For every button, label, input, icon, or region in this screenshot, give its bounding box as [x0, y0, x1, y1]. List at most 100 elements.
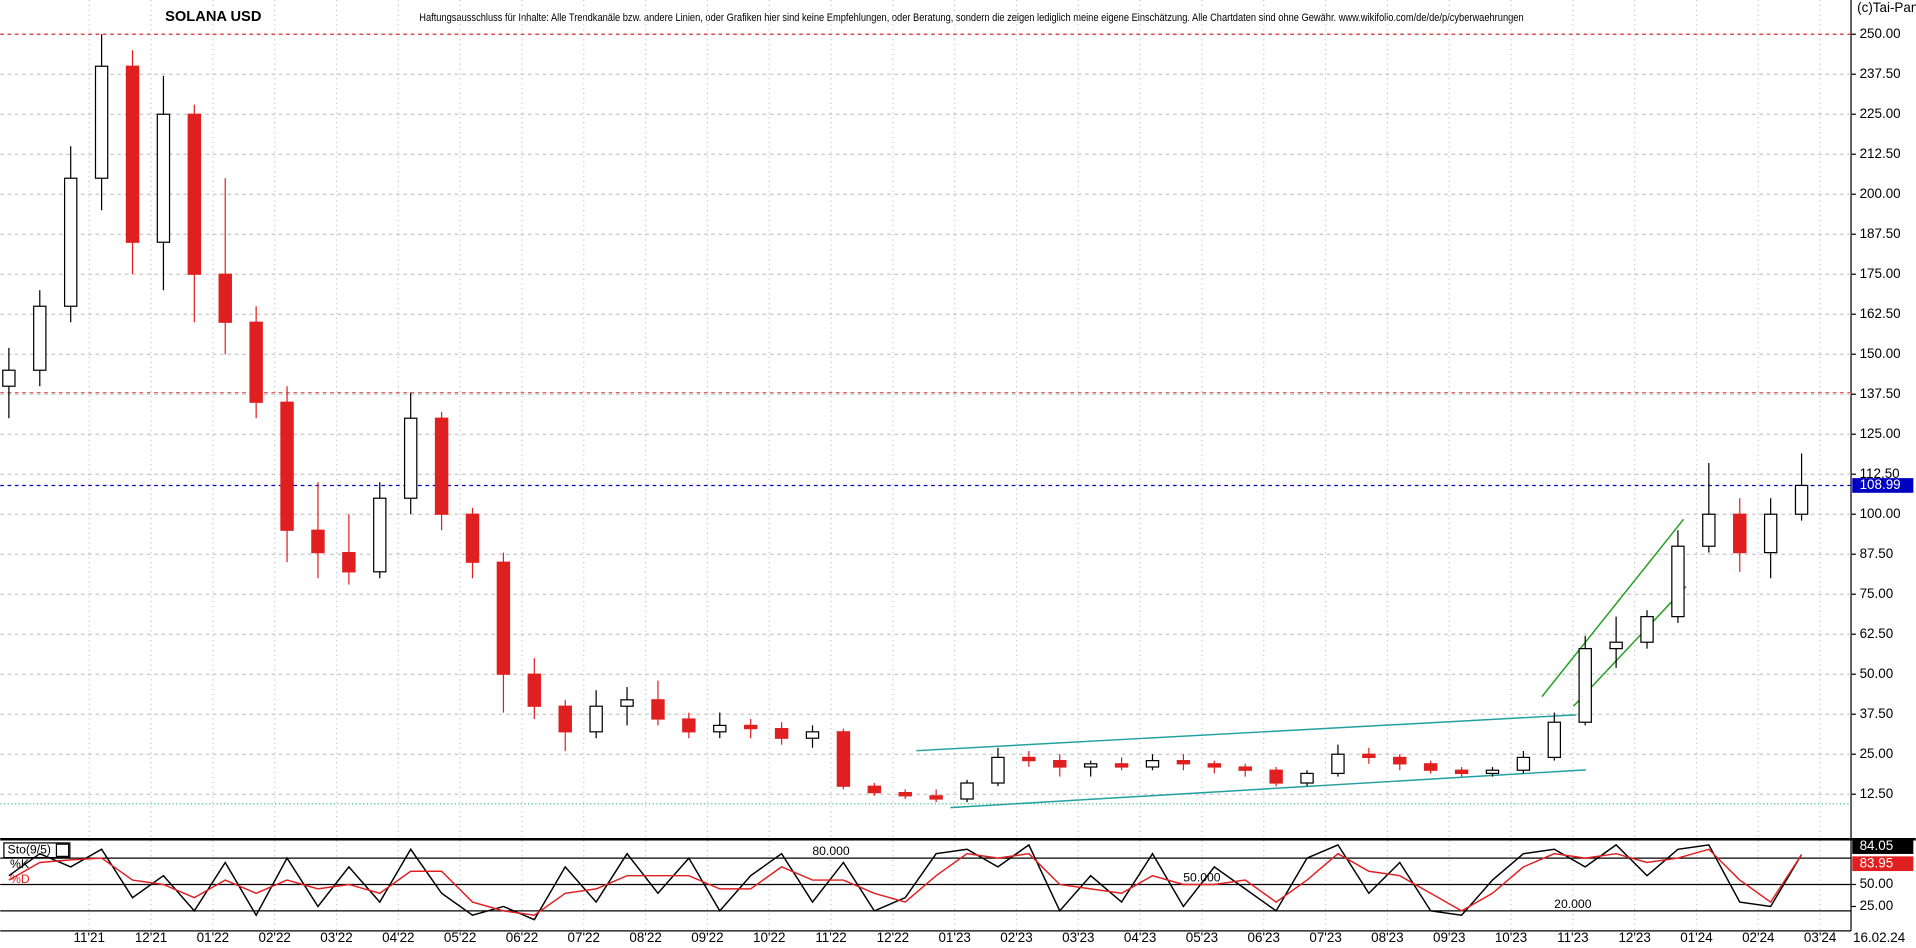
- x-tick-label: 01'23: [938, 930, 970, 945]
- candle-body: [403, 417, 418, 499]
- candle-body: [1145, 760, 1160, 768]
- candle-body: [589, 705, 603, 733]
- x-tick-label: 02'22: [258, 930, 290, 945]
- candle-body: [1207, 763, 1222, 768]
- y-tick-label: 200.00: [1860, 186, 1901, 201]
- candle-body: [1083, 763, 1098, 768]
- level-label: 80.000: [812, 844, 850, 858]
- x-tick-label: 04'23: [1124, 930, 1156, 945]
- x-tick-label: 02'24: [1742, 930, 1775, 945]
- candle-body: [1114, 763, 1129, 768]
- candle-body: [1362, 753, 1376, 759]
- indicator-line: [8, 848, 1803, 917]
- candle-body: [1702, 513, 1716, 547]
- y-tick-label: 62.50: [1860, 626, 1894, 641]
- chart-title: SOLANA USD: [165, 9, 261, 25]
- trendline: [1541, 518, 1685, 698]
- candle-body: [311, 529, 325, 554]
- candle-body: [63, 177, 78, 307]
- candle-body: [1300, 772, 1314, 784]
- value-marker: [1852, 839, 1914, 854]
- y-tick-label: 25.00: [1860, 746, 1894, 761]
- candle-body: [682, 718, 696, 733]
- candle-body: [1609, 641, 1623, 650]
- candle-body: [496, 561, 511, 675]
- y-tick-label: 162.50: [1860, 306, 1901, 321]
- x-tick-label: 01'24: [1680, 930, 1713, 945]
- indicator-title: Sto(9/5): [8, 842, 51, 856]
- y-tick-label: 50.00: [1860, 666, 1894, 681]
- x-tick-label: 09'23: [1433, 930, 1465, 945]
- candle-body: [280, 401, 294, 531]
- y-tick-label: 150.00: [1860, 346, 1901, 361]
- candle-body: [1053, 760, 1067, 768]
- candle-body: [373, 497, 387, 573]
- y-tick-label: 137.50: [1860, 386, 1901, 401]
- x-tick-label: 03'24: [1804, 930, 1837, 945]
- y-tick-label: 100.00: [1860, 506, 1901, 521]
- candle-body: [1733, 513, 1747, 554]
- legend-label: %K: [10, 857, 29, 871]
- x-tick-label: 08'22: [629, 930, 661, 945]
- candle-body: [465, 513, 480, 563]
- candle-body: [558, 705, 572, 733]
- y-tick-label: 50.00: [1860, 876, 1894, 891]
- candle-body: [1393, 756, 1407, 765]
- y-tick-label: 175.00: [1860, 266, 1901, 281]
- candle-body: [187, 113, 202, 275]
- candle-body: [527, 673, 542, 707]
- y-tick-label: 237.50: [1860, 66, 1901, 81]
- x-tick-label: 08'23: [1371, 930, 1403, 945]
- trendline: [950, 769, 1586, 809]
- x-tick-label: 10'23: [1495, 930, 1527, 945]
- candle-body: [991, 756, 1005, 784]
- x-tick-label: 11'21: [74, 930, 105, 945]
- candle-body: [1485, 769, 1500, 775]
- value-marker-label: 83.95: [1860, 855, 1894, 870]
- candle-body: [218, 273, 232, 323]
- x-tick-label: 11'23: [1557, 930, 1588, 945]
- x-tick-label: 06'23: [1248, 930, 1280, 945]
- candle-body: [1640, 616, 1654, 643]
- candle-body: [1763, 513, 1778, 554]
- candle-body: [1022, 756, 1036, 762]
- x-tick-label: 07'23: [1309, 930, 1341, 945]
- x-tick-label: 05'23: [1186, 930, 1218, 945]
- x-tick-label: 05'22: [444, 930, 476, 945]
- price-marker-label: 108.99: [1860, 477, 1901, 492]
- candle-body: [156, 113, 171, 243]
- x-tick-label: 12'21: [135, 930, 167, 945]
- candle-body: [249, 321, 263, 403]
- trendline: [916, 714, 1576, 752]
- y-tick-label: 12.50: [1860, 786, 1894, 801]
- candle-body: [2, 369, 16, 387]
- candle-body: [1238, 766, 1252, 771]
- level-label: 20.000: [1554, 897, 1592, 911]
- x-tick-label: 09'22: [691, 930, 723, 945]
- y-tick-label: 125.00: [1860, 426, 1901, 441]
- legend-label: %D: [10, 872, 30, 886]
- y-tick-label: 25.00: [1860, 898, 1894, 913]
- x-tick-label: 07'22: [568, 930, 600, 945]
- candle-body: [743, 724, 758, 730]
- indicator-line: [8, 843, 1803, 921]
- candle-body: [1794, 484, 1809, 515]
- value-marker-label: 84.05: [1860, 838, 1894, 853]
- candle-body: [1516, 756, 1531, 771]
- candle-body: [1454, 769, 1469, 775]
- candle-body: [1176, 760, 1191, 765]
- price-marker: [1852, 478, 1914, 493]
- disclaimer: Haftungsausschluss für Inhalte: Alle Tre…: [419, 12, 1523, 24]
- candle-body: [713, 724, 727, 733]
- candle-body: [434, 417, 449, 515]
- candle-body: [33, 305, 47, 371]
- x-tick-label: 03'22: [320, 930, 352, 945]
- candle-body: [620, 699, 634, 707]
- candle-body: [929, 795, 943, 800]
- candle-body: [342, 552, 356, 573]
- candle-body: [1423, 763, 1438, 771]
- x-tick-label: 06'22: [506, 930, 538, 945]
- candle-body: [960, 782, 974, 800]
- candle-body: [1578, 648, 1592, 723]
